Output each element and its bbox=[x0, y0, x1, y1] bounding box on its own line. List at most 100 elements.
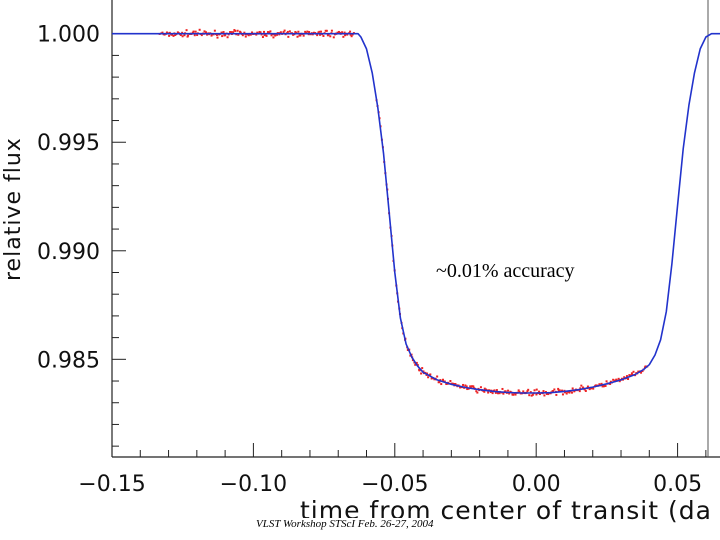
data-point bbox=[304, 30, 307, 33]
data-point bbox=[545, 392, 548, 395]
data-point bbox=[318, 30, 321, 33]
data-point bbox=[183, 34, 186, 37]
data-point bbox=[592, 387, 595, 390]
data-point bbox=[191, 31, 194, 34]
data-point bbox=[229, 31, 232, 34]
data-point bbox=[241, 34, 244, 37]
data-point bbox=[263, 30, 266, 33]
data-point bbox=[529, 391, 532, 394]
y-axis-label: relative flux bbox=[1, 137, 26, 281]
data-point bbox=[632, 370, 635, 373]
y-tick-label: 0.990 bbox=[37, 240, 100, 265]
data-point bbox=[306, 30, 309, 33]
data-point bbox=[327, 33, 330, 36]
data-point bbox=[464, 384, 467, 387]
data-point bbox=[487, 391, 490, 394]
data-point bbox=[466, 388, 469, 391]
data-point bbox=[343, 31, 346, 34]
data-point bbox=[258, 30, 261, 33]
data-point bbox=[617, 377, 620, 380]
data-point bbox=[528, 394, 531, 397]
data-point bbox=[644, 365, 647, 368]
data-point bbox=[270, 34, 273, 37]
data-point bbox=[454, 383, 457, 386]
data-point bbox=[612, 378, 615, 381]
data-point bbox=[555, 393, 558, 396]
data-point bbox=[296, 35, 299, 38]
data-point bbox=[269, 30, 272, 33]
data-point bbox=[603, 384, 606, 387]
data-point bbox=[565, 392, 568, 395]
data-point bbox=[601, 385, 604, 388]
data-point bbox=[418, 369, 421, 372]
data-point bbox=[462, 383, 465, 386]
data-point bbox=[570, 391, 573, 394]
data-point bbox=[196, 34, 199, 37]
data-point bbox=[414, 363, 417, 366]
slide-footer: VLST Workshop STScI Feb. 26-27, 2004 bbox=[254, 518, 436, 530]
data-point bbox=[476, 391, 479, 394]
x-tick-label: −0.05 bbox=[361, 472, 428, 497]
data-point bbox=[491, 392, 494, 395]
data-point bbox=[165, 31, 168, 34]
data-point bbox=[580, 384, 583, 387]
accuracy-annotation: ~0.01% accuracy bbox=[436, 260, 575, 282]
data-point bbox=[263, 34, 266, 37]
data-point bbox=[222, 31, 225, 34]
data-point bbox=[264, 34, 267, 37]
data-point bbox=[628, 374, 631, 377]
data-point bbox=[272, 36, 275, 39]
data-point bbox=[627, 377, 630, 380]
data-point bbox=[349, 33, 352, 36]
data-point bbox=[561, 389, 564, 392]
data-point bbox=[261, 36, 264, 39]
y-tick-label: 1.000 bbox=[37, 23, 100, 48]
data-point bbox=[531, 393, 534, 396]
data-point bbox=[526, 390, 529, 393]
data-point bbox=[244, 35, 247, 38]
data-point bbox=[332, 36, 335, 39]
data-point bbox=[507, 389, 510, 392]
data-point bbox=[484, 388, 487, 391]
data-point bbox=[172, 34, 175, 37]
data-point bbox=[329, 35, 332, 38]
data-point bbox=[337, 30, 340, 33]
data-point bbox=[514, 393, 517, 396]
data-point bbox=[319, 33, 322, 36]
data-point bbox=[283, 29, 286, 32]
data-point bbox=[288, 30, 291, 33]
data-point bbox=[625, 375, 628, 378]
data-point bbox=[578, 390, 581, 393]
data-point bbox=[292, 33, 295, 36]
data-point bbox=[259, 31, 262, 34]
data-point bbox=[558, 389, 561, 392]
data-point bbox=[163, 33, 166, 36]
data-point bbox=[322, 35, 325, 38]
data-point bbox=[429, 373, 432, 376]
data-point bbox=[586, 385, 589, 388]
data-point bbox=[193, 34, 196, 37]
data-point bbox=[308, 31, 311, 34]
data-point bbox=[312, 31, 315, 34]
data-point bbox=[420, 372, 423, 375]
data-point bbox=[465, 385, 468, 388]
data-point bbox=[522, 390, 525, 393]
model-curve bbox=[112, 32, 720, 394]
data-point bbox=[421, 367, 424, 370]
data-point bbox=[192, 30, 195, 33]
data-point bbox=[174, 33, 177, 36]
data-point bbox=[236, 29, 239, 32]
data-point bbox=[230, 31, 233, 34]
data-point bbox=[221, 35, 224, 38]
data-point bbox=[502, 392, 505, 395]
data-point bbox=[237, 33, 240, 36]
data-point bbox=[320, 30, 323, 33]
data-point bbox=[268, 31, 271, 34]
data-point bbox=[543, 394, 546, 397]
y-tick-label: 0.995 bbox=[37, 131, 100, 156]
data-point bbox=[203, 30, 206, 33]
data-point bbox=[226, 36, 229, 39]
data-point bbox=[483, 390, 486, 393]
data-point bbox=[336, 31, 339, 34]
